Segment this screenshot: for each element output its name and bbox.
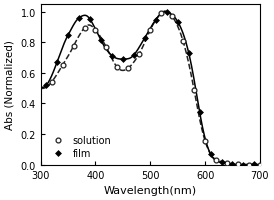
film [198, 111, 201, 113]
X-axis label: Wavelength(nm): Wavelength(nm) [104, 185, 197, 195]
solution [192, 90, 196, 92]
solution [83, 27, 86, 30]
solution [225, 162, 229, 164]
solution [236, 163, 239, 166]
solution [127, 67, 130, 70]
film [220, 161, 223, 164]
solution [50, 81, 53, 84]
solution [61, 65, 64, 67]
solution [258, 164, 261, 166]
film [110, 55, 113, 57]
film [253, 163, 256, 166]
Line: solution: solution [49, 12, 262, 167]
solution [159, 13, 163, 15]
solution [203, 140, 207, 142]
film [231, 163, 234, 166]
solution [170, 16, 174, 18]
solution [72, 46, 75, 48]
Y-axis label: Abs (Normalized): Abs (Normalized) [5, 40, 15, 130]
film [132, 54, 135, 57]
film [176, 21, 179, 24]
solution [138, 53, 141, 56]
film [143, 37, 146, 40]
solution [94, 29, 97, 32]
film [88, 19, 92, 21]
Legend: solution, film: solution, film [45, 134, 113, 160]
film [187, 52, 190, 55]
film [242, 164, 245, 166]
film [154, 19, 157, 22]
solution [247, 164, 250, 166]
film [209, 153, 212, 155]
solution [116, 67, 119, 69]
film [99, 40, 102, 42]
film [44, 85, 48, 87]
Line: film: film [44, 11, 256, 167]
film [165, 11, 168, 14]
film [121, 59, 124, 61]
film [66, 35, 70, 37]
solution [149, 30, 152, 32]
solution [181, 41, 185, 43]
solution [214, 159, 218, 161]
film [77, 18, 81, 20]
solution [105, 47, 108, 49]
film [55, 61, 59, 64]
